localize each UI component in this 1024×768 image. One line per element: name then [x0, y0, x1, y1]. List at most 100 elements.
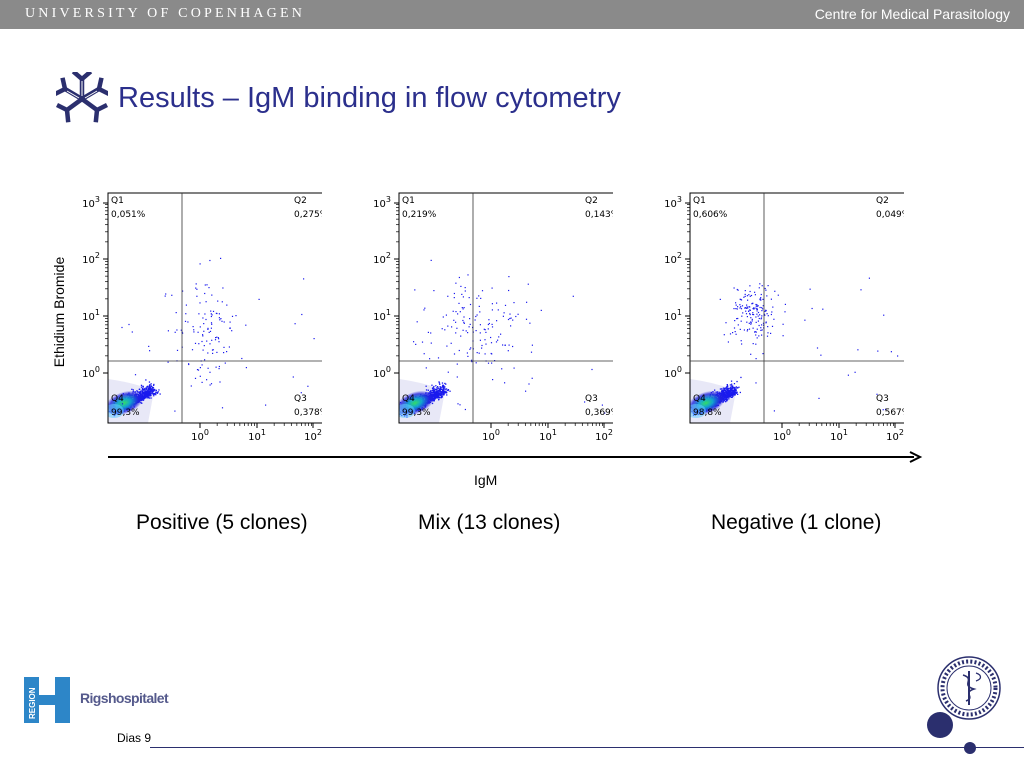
event-dot — [714, 389, 716, 391]
event-dot — [176, 349, 179, 351]
event-dot — [770, 313, 772, 316]
event-dot — [491, 323, 493, 325]
event-dot — [510, 325, 512, 327]
event-dot — [442, 389, 444, 391]
event-dot — [751, 320, 753, 322]
event-dot — [427, 389, 429, 391]
event-dot — [203, 345, 205, 347]
event-dot — [766, 313, 768, 315]
event-dot — [726, 385, 728, 387]
event-dot — [201, 364, 203, 366]
event-dot — [492, 379, 494, 381]
event-dot — [149, 384, 151, 386]
event-dot — [479, 311, 481, 313]
event-dot — [445, 392, 447, 394]
event-dot — [591, 368, 593, 371]
event-dot — [476, 314, 478, 316]
event-dot — [148, 389, 150, 391]
tick-label: 102 — [82, 251, 100, 266]
event-dot — [747, 307, 749, 309]
event-dot — [515, 315, 517, 318]
event-dot — [121, 326, 123, 329]
event-dot — [220, 318, 222, 320]
quadrant-name: Q1 — [111, 196, 124, 206]
event-dot — [725, 394, 727, 397]
event-dot — [748, 306, 750, 308]
event-dot — [453, 292, 455, 295]
event-dot — [440, 391, 443, 393]
event-dot — [195, 283, 197, 285]
event-dot — [764, 314, 766, 316]
event-dot — [218, 338, 220, 340]
event-dot — [732, 391, 734, 393]
event-dot — [434, 392, 436, 395]
event-dot — [210, 322, 213, 324]
event-dot — [159, 393, 161, 395]
event-dot — [451, 326, 453, 328]
event-dot — [459, 311, 461, 313]
event-dot — [724, 388, 726, 390]
event-dot — [734, 394, 736, 396]
event-dot — [143, 398, 145, 400]
event-dot — [749, 290, 751, 293]
event-dot — [741, 305, 744, 307]
event-dot — [438, 393, 440, 395]
event-dot — [761, 310, 763, 312]
event-dot — [153, 383, 155, 386]
event-dot — [209, 371, 211, 373]
event-dot — [226, 304, 228, 306]
event-dot — [147, 392, 149, 394]
event-dot — [762, 353, 764, 355]
event-dot — [427, 331, 429, 333]
event-dot — [194, 342, 197, 344]
event-dot — [490, 352, 492, 355]
flow-plot-svg: 100101102103100101102103Q10,051%Q20,275%… — [82, 192, 379, 443]
event-dot — [128, 323, 130, 326]
event-dot — [423, 353, 425, 355]
event-dot — [737, 306, 739, 308]
event-dot — [440, 386, 442, 389]
event-dot — [766, 335, 769, 337]
event-dot — [462, 296, 464, 298]
event-dot — [740, 298, 742, 301]
event-dot — [141, 393, 144, 395]
event-dot — [221, 407, 224, 409]
event-dot — [734, 387, 736, 389]
event-dot — [437, 388, 439, 390]
event-dot — [748, 322, 750, 324]
event-dot — [444, 390, 446, 392]
event-dot — [531, 344, 533, 346]
event-dot — [150, 388, 152, 390]
event-dot — [188, 363, 190, 365]
event-dot — [463, 321, 465, 323]
event-dot — [216, 351, 218, 353]
event-dot — [148, 345, 150, 347]
event-dot — [764, 310, 766, 312]
event-dot — [750, 321, 752, 323]
event-dot — [222, 287, 224, 289]
event-dot — [745, 310, 747, 312]
caption-negative: Negative (1 clone) — [711, 511, 882, 534]
event-dot — [150, 397, 152, 399]
event-dot — [149, 388, 151, 390]
event-dot — [732, 386, 734, 388]
event-dot — [195, 287, 197, 289]
event-dot — [208, 331, 210, 333]
event-dot — [540, 309, 542, 311]
event-dot — [507, 318, 510, 321]
plot-positive: 100101102103100101102103Q10,051%Q20,275%… — [72, 185, 379, 450]
event-dot — [437, 397, 439, 399]
event-dot — [733, 383, 736, 385]
event-dot — [512, 345, 514, 348]
event-dot — [729, 333, 732, 335]
event-dot — [437, 392, 440, 394]
event-dot — [728, 387, 730, 389]
event-dot — [214, 339, 217, 341]
event-dot — [496, 302, 498, 304]
event-dot — [175, 312, 177, 314]
event-dot — [453, 297, 455, 299]
event-dot — [442, 384, 444, 387]
event-dot — [484, 329, 486, 331]
plot-mix: 100101102103100101102103Q10,219%Q20,143%… — [363, 185, 670, 450]
event-dot — [438, 382, 441, 384]
